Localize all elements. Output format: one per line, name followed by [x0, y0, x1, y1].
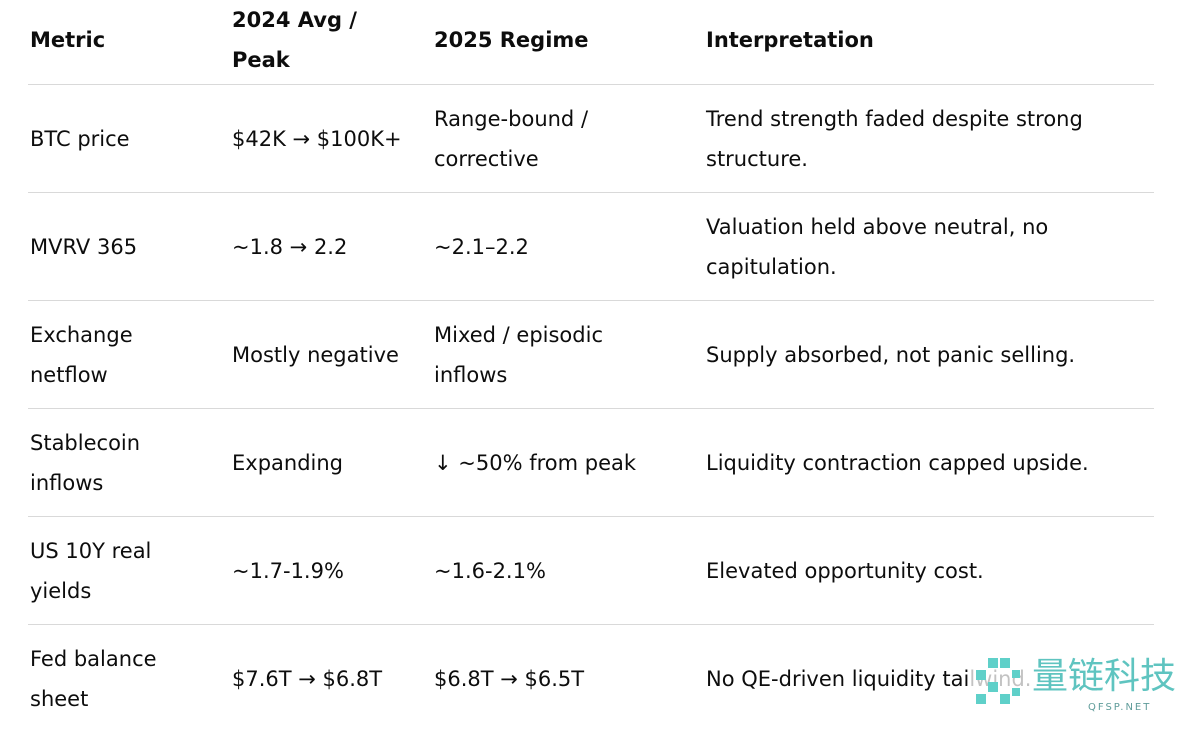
table-cell: Range-bound / corrective	[432, 85, 704, 193]
header-cell: Interpretation	[704, 0, 1154, 85]
table-cell: Stablecoin inflows	[28, 409, 230, 517]
watermark-graphic: 量链科技 QFSP.NET	[970, 648, 1200, 718]
table-cell: Mostly negative	[230, 301, 432, 409]
table-cell: MVRV 365	[28, 193, 230, 301]
watermark-subtitle: QFSP.NET	[1088, 702, 1151, 713]
table-cell: Expanding	[230, 409, 432, 517]
table-cell: ~1.7-1.9%	[230, 517, 432, 625]
table-cell: ~1.8 → 2.2	[230, 193, 432, 301]
watermark: 量链科技 QFSP.NET	[970, 648, 1200, 718]
header-cell: 2025 Regime	[432, 0, 704, 85]
table-body: BTC price$42K → $100K+Range-bound / corr…	[28, 85, 1154, 732]
table-cell: Valuation held above neutral, no capitul…	[704, 193, 1154, 301]
table-cell: BTC price	[28, 85, 230, 193]
table-cell: $6.8T → $6.5T	[432, 625, 704, 732]
table-cell: Elevated opportunity cost.	[704, 517, 1154, 625]
table-cell: Exchange netflow	[28, 301, 230, 409]
table-cell: US 10Y real yields	[28, 517, 230, 625]
table-cell: $42K → $100K+	[230, 85, 432, 193]
table-cell: ↓ ~50% from peak	[432, 409, 704, 517]
table-cell: Fed balance sheet	[28, 625, 230, 732]
watermark-icon	[976, 658, 1020, 704]
table-cell: Supply absorbed, not panic selling.	[704, 301, 1154, 409]
watermark-title: 量链科技	[1032, 656, 1176, 697]
header-cell: Metric	[28, 0, 230, 85]
table-cell: ~2.1–2.2	[432, 193, 704, 301]
table-cell: ~1.6-2.1%	[432, 517, 704, 625]
table-row: BTC price$42K → $100K+Range-bound / corr…	[28, 85, 1154, 193]
table-cell: $7.6T → $6.8T	[230, 625, 432, 732]
header-cell: 2024 Avg / Peak	[230, 0, 432, 85]
table-cell: Mixed / episodic inflows	[432, 301, 704, 409]
table-cell: Liquidity contraction capped upside.	[704, 409, 1154, 517]
table-cell: Trend strength faded despite strong stru…	[704, 85, 1154, 193]
table-row: US 10Y real yields~1.7-1.9%~1.6-2.1%Elev…	[28, 517, 1154, 625]
